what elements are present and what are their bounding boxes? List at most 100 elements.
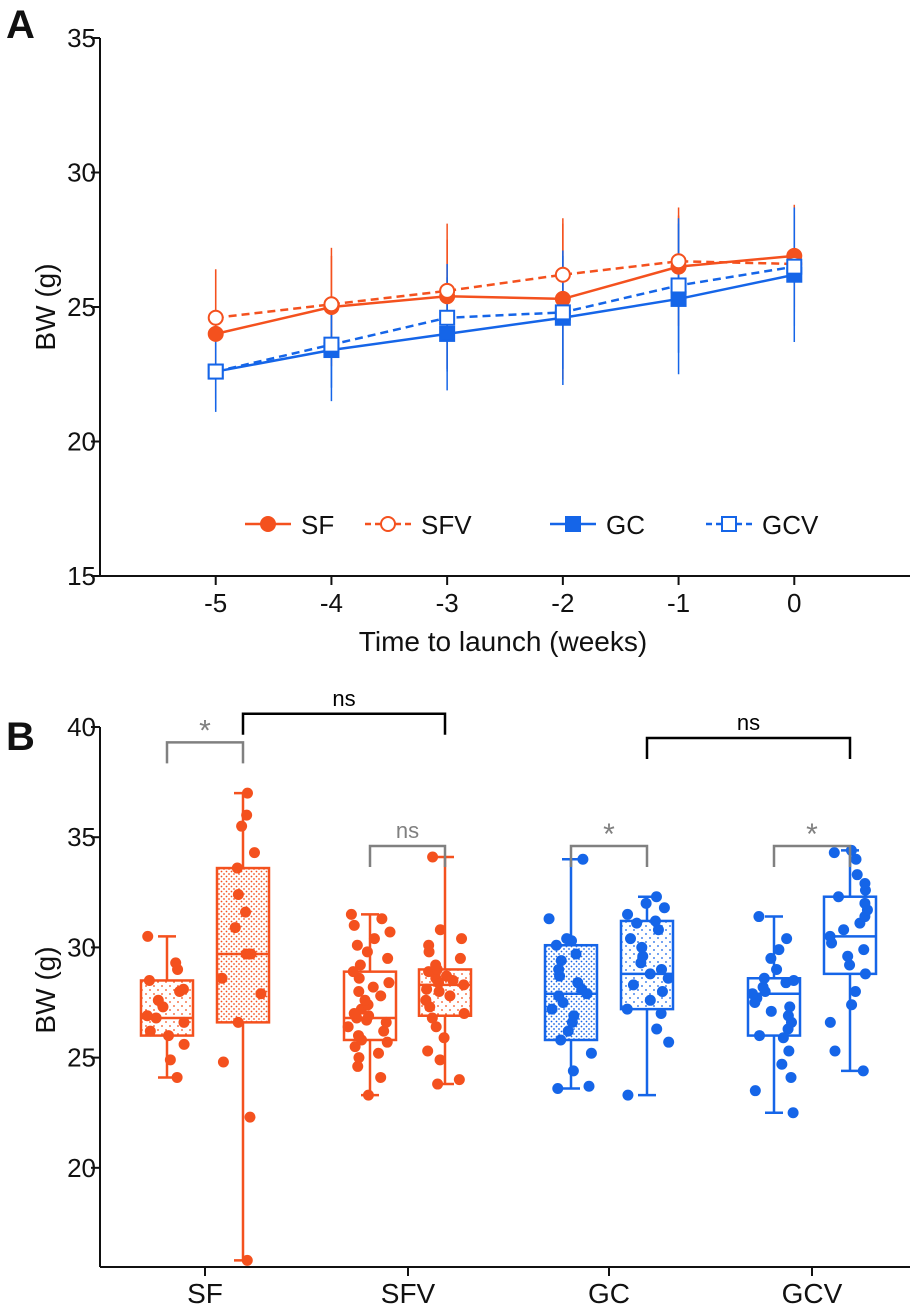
data-point [546, 1003, 558, 1015]
bracket-label: ns [737, 710, 760, 735]
data-point [255, 988, 267, 1000]
data-point [458, 1008, 470, 1020]
data-point [363, 1010, 375, 1022]
data-point [439, 309, 456, 326]
data-point [354, 959, 366, 971]
significance-bracket: * [569, 818, 649, 868]
data-point [859, 877, 871, 889]
data-point [655, 963, 667, 975]
data-point [627, 979, 639, 991]
data-point [849, 985, 861, 997]
box-gcv-a [746, 911, 802, 1119]
panel-a-x-tick-label: -3 [436, 588, 459, 618]
panel-b-y-tick-label: 30 [67, 932, 96, 962]
bracket-label: ns [396, 818, 419, 843]
data-point [422, 1045, 434, 1057]
data-point [765, 1005, 777, 1017]
panel-b-significance-brackets: * ns ns * ns * [165, 686, 852, 868]
data-point [570, 948, 582, 960]
series-gcv-errorbars [214, 207, 796, 410]
panel-a-axes: 15 20 25 30 35 -5 -4 -3 -2 -1 0 [67, 23, 910, 618]
box-sf-b [215, 787, 271, 1266]
data-point [824, 930, 836, 942]
data-point [351, 939, 363, 951]
panel-a-y-tick-label: 15 [67, 561, 96, 591]
panel-b-axes: 20 25 30 35 40 SF SFV GC GCV [67, 712, 910, 1305]
panel-a-x-tick-label: -5 [204, 588, 227, 618]
data-point [423, 966, 435, 978]
data-point [777, 1032, 789, 1044]
panel-a-line-chart: 15 20 25 30 35 -5 -4 -3 -2 -1 0 SF SFV GC GCV Time to… [30, 23, 910, 657]
data-point [178, 1016, 190, 1028]
data-point [352, 1030, 364, 1042]
data-point [652, 924, 664, 936]
data-point [241, 1254, 253, 1266]
data-point [644, 994, 656, 1006]
legend-marker [721, 516, 737, 532]
series-line-gc [215, 273, 795, 373]
data-point [562, 1025, 574, 1037]
data-point [553, 963, 565, 975]
data-point [347, 966, 359, 978]
bracket-line [241, 712, 447, 735]
series-line-sf [215, 254, 795, 336]
panel-a-x-tick-label: -2 [551, 588, 574, 618]
data-point [342, 1021, 354, 1033]
data-point [567, 1065, 579, 1077]
data-point [207, 325, 224, 342]
panel-b-y-tick-label: 20 [67, 1153, 96, 1183]
data-point [585, 1047, 597, 1059]
data-point [842, 950, 854, 962]
bracket-line [368, 844, 447, 868]
data-point [361, 946, 373, 958]
panel-label-b: B [6, 715, 35, 759]
bracket-line [772, 844, 852, 868]
data-point [382, 952, 394, 964]
panel-a-x-tick-label: -1 [667, 588, 690, 618]
data-point [851, 869, 863, 881]
panel-b-x-tick-label: SFV [381, 1278, 436, 1305]
data-point [171, 1071, 183, 1083]
data-point [420, 994, 432, 1006]
panel-b-box-plot: 20 25 30 35 40 SF SFV GC GCV * ns ns * ns * BW (g) [30, 686, 910, 1305]
data-point [746, 988, 758, 1000]
series-line-sfv [215, 260, 795, 320]
data-point [649, 915, 661, 927]
data-point [554, 290, 571, 307]
data-point [561, 933, 573, 945]
data-point [240, 906, 252, 918]
significance-bracket: ns [368, 818, 447, 868]
data-point [353, 985, 365, 997]
data-point [143, 974, 155, 986]
panel-a-y-tick-label: 20 [67, 427, 96, 457]
data-point [177, 983, 189, 995]
data-point [164, 1054, 176, 1066]
legend-marker [260, 516, 276, 532]
data-point [367, 981, 379, 993]
data-point [144, 1025, 156, 1037]
data-point [658, 902, 670, 914]
data-point [857, 1065, 869, 1077]
data-point [824, 1016, 836, 1028]
data-point [229, 922, 241, 934]
data-point [423, 939, 435, 951]
panel-b-y-axis-label: BW (g) [30, 946, 61, 1033]
data-point [555, 1034, 567, 1046]
data-point [456, 933, 468, 945]
data-point [439, 325, 456, 342]
bracket-line [165, 741, 245, 764]
data-point [383, 977, 395, 989]
data-point [439, 282, 456, 299]
data-point [359, 994, 371, 1006]
data-point [543, 913, 555, 925]
data-point [372, 1047, 384, 1059]
series-line-gcv [215, 265, 795, 373]
panel-label-a: A [6, 3, 35, 47]
legend-label: SFV [421, 510, 472, 540]
data-point [655, 1008, 667, 1020]
data-point [323, 296, 340, 313]
significance-bracket: ns [241, 686, 447, 735]
data-point [384, 926, 396, 938]
data-point [362, 1089, 374, 1101]
bracket-label: * [806, 818, 818, 851]
